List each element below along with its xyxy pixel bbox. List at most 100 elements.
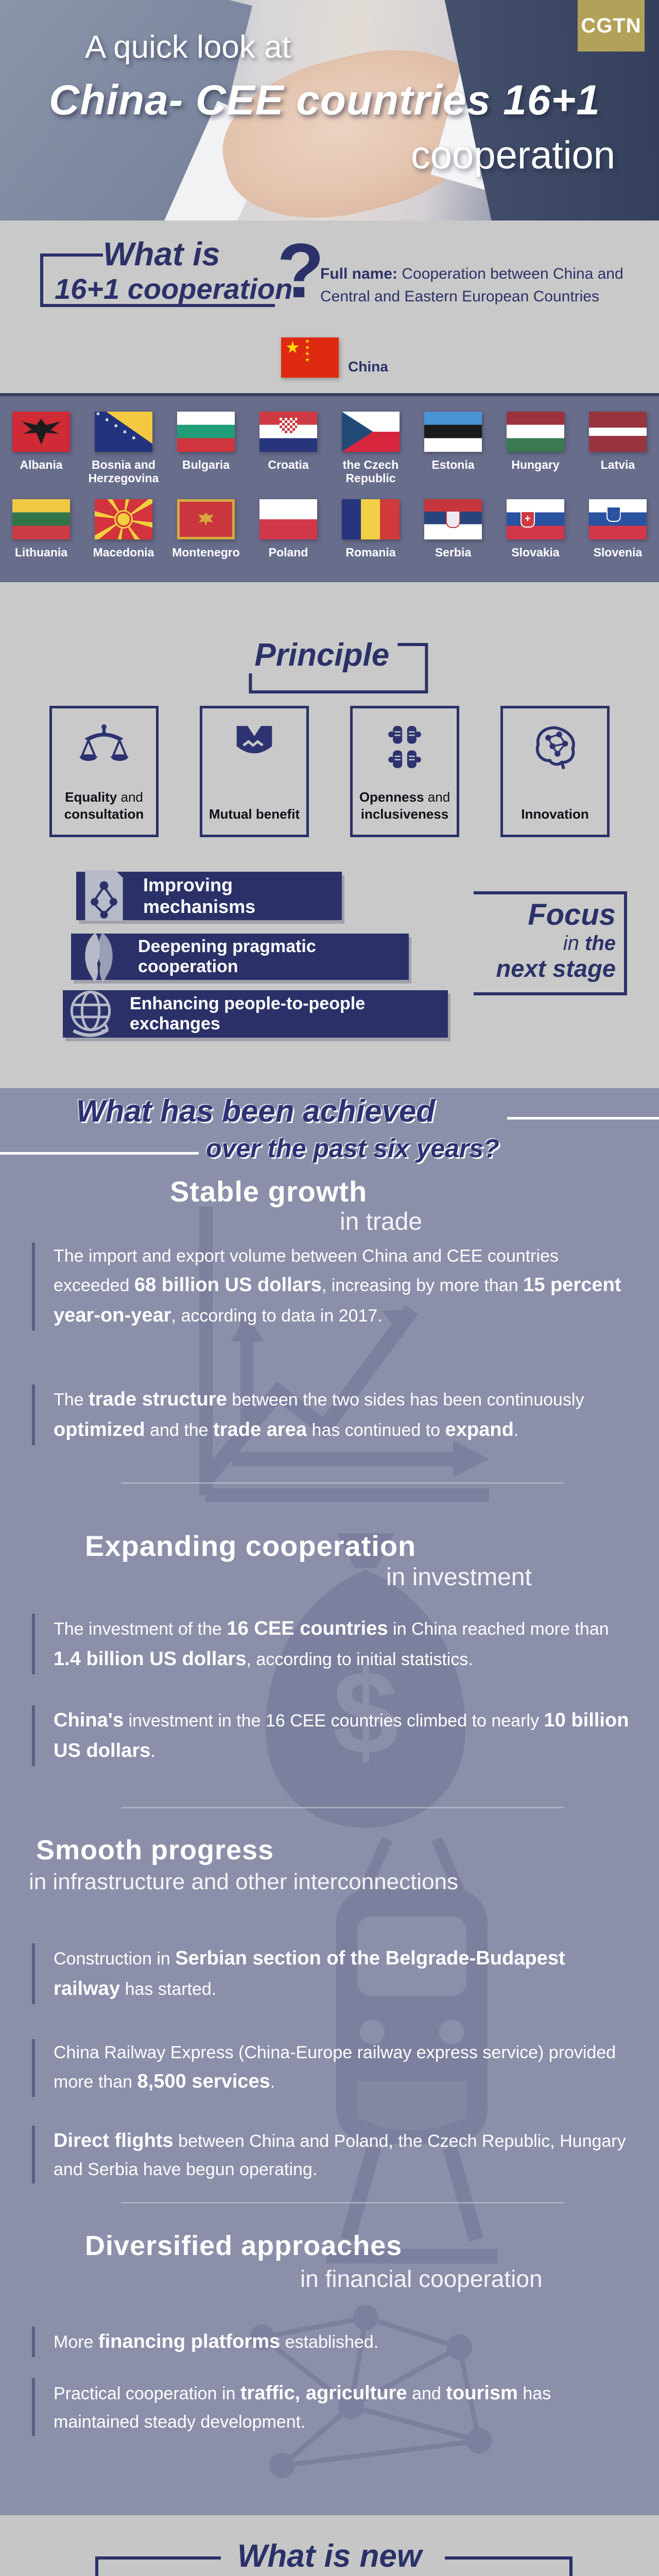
financial-paragraph-1: More financing platforms established.	[32, 2327, 635, 2358]
focus-banner-label: Improving mechanisms	[143, 874, 256, 917]
scales-icon	[79, 724, 129, 761]
flag-item-slovenia: Slovenia	[577, 499, 659, 574]
china-flag	[281, 337, 339, 378]
investment-heading: Expanding cooperation	[85, 1530, 417, 1562]
flag-label: Macedonia	[93, 546, 154, 559]
flag-item-lithuania: Lithuania	[0, 499, 82, 574]
investment-subheading: in investment	[386, 1564, 532, 1591]
cgtn-logo: CGTN	[578, 0, 645, 52]
header-title-line1: A quick look at	[85, 29, 291, 65]
flag-item-bulgaria: Bulgaria	[165, 412, 247, 487]
flag-item-bosnia: Bosnia and Herzegovina	[82, 412, 165, 487]
flag-label: the Czech Republic	[342, 458, 399, 485]
flag-label: Poland	[268, 546, 308, 559]
flag-item-slovakia: Slovakia	[494, 499, 577, 574]
poland-flag	[259, 499, 317, 539]
hungary-flag	[507, 412, 564, 452]
what-is-section: What is 16+1 cooperation ? Full name: Co…	[0, 221, 659, 393]
flags-row-2: Lithuania Macedonia Montenegro Poland Ro…	[0, 487, 659, 574]
focus-banner-mechanisms: Improving mechanisms	[76, 870, 342, 921]
flag-label: Albania	[20, 458, 63, 471]
principle-section: Principle Equality and consultation Mutu…	[0, 582, 659, 1088]
principle-box-innovation: Innovation	[500, 706, 610, 837]
croatia-flag	[259, 412, 317, 452]
what-is-title-line1: What is	[103, 235, 220, 273]
bosnia-flag	[95, 412, 152, 452]
estonia-flag	[424, 412, 482, 452]
section-divider	[121, 2202, 564, 2204]
bracket-line	[40, 253, 43, 307]
bracket-line	[40, 304, 275, 307]
focus-side-title: Focus in the next stage	[425, 898, 616, 982]
achievements-section: $ What has been achieved over the past s…	[0, 1088, 659, 2515]
financial-paragraph-2: Practical cooperation in traffic, agricu…	[32, 2378, 635, 2436]
achieved-title-line2: over the past six years?	[206, 1134, 499, 1163]
full-name-text: Full name: Cooperation between China and…	[320, 265, 623, 305]
flag-item-hungary: Hungary	[494, 412, 577, 487]
infrastructure-paragraph-2: China Railway Express (China-Europe rail…	[32, 2039, 635, 2097]
principle-box-mutual-benefit: Mutual benefit	[200, 706, 309, 837]
title-bracket-left	[95, 2556, 221, 2576]
flag-item-macedonia: Macedonia	[82, 499, 165, 574]
infrastructure-paragraph-3: Direct flights between China and Poland,…	[32, 2126, 635, 2183]
bracket-line	[40, 253, 103, 257]
flag-item-montenegro: Montenegro	[165, 499, 247, 574]
flag-label: Serbia	[435, 546, 472, 559]
focus-side-frame	[474, 891, 627, 995]
flag-item-romania: Romania	[330, 499, 412, 574]
chart-arrow-watermark	[199, 1207, 489, 1502]
principle-box-openness: Openness and inclusiveness	[350, 706, 459, 837]
money-bag-watermark: $	[265, 1533, 466, 1828]
china-label: China	[348, 359, 388, 375]
flags-row-1: Albania Bosnia and Herzegovina Bulgaria …	[0, 396, 659, 487]
focus-side-line3: next stage	[496, 954, 616, 982]
principle-boxes: Equality and consultation Mutual benefit…	[0, 706, 659, 837]
header-title-line3: cooperation	[410, 133, 615, 177]
what-is-title-line2: 16+1 cooperation	[55, 273, 293, 305]
infrastructure-subheading: in infrastructure and other interconnect…	[29, 1869, 459, 1894]
summit-section: What is new in the Seventh Summit of Hea…	[0, 2515, 659, 2576]
train-watermark	[326, 1837, 498, 2264]
focus-side-line2: in the	[563, 931, 616, 955]
flag-label: Slovenia	[593, 546, 643, 559]
financial-subheading: in financial cooperation	[300, 2265, 543, 2292]
flag-item-czech: the Czech Republic	[330, 412, 412, 487]
flag-label: Montenegro	[172, 546, 240, 559]
infrastructure-paragraph-1: Construction in Serbian section of the B…	[32, 1943, 635, 2005]
principle-title: Principle	[246, 637, 398, 673]
cee-flags-section: Albania Bosnia and Herzegovina Bulgaria …	[0, 393, 659, 582]
principle-label: Openness and inclusiveness	[359, 789, 450, 822]
summit-title-line1: What is new	[237, 2538, 422, 2574]
czech-flag	[342, 412, 400, 452]
flag-label: Romania	[345, 546, 396, 559]
open-hands-icon	[388, 726, 421, 768]
clasped-hands-icon	[85, 933, 113, 983]
slovenia-flag	[589, 499, 647, 539]
focus-banner-cooperation: Deepening pragmatic cooperation	[71, 933, 409, 983]
header-section: A quick look at China- CEE countries 16+…	[0, 0, 659, 221]
flag-label: Lithuania	[14, 546, 68, 559]
infrastructure-heading: Smooth progress	[36, 1835, 274, 1866]
brain-icon	[535, 726, 575, 770]
decorative-line	[0, 1152, 199, 1155]
trade-subheading: in trade	[340, 1208, 423, 1235]
flag-item-serbia: Serbia	[412, 499, 494, 574]
section-divider	[121, 1482, 564, 1484]
slovakia-flag	[507, 499, 564, 539]
flag-label: Estonia	[431, 458, 475, 471]
trade-heading: Stable growth	[170, 1175, 368, 1208]
flag-item-estonia: Estonia	[412, 412, 494, 487]
flag-label: Croatia	[268, 458, 309, 471]
flag-label: Latvia	[600, 458, 635, 471]
serbia-flag	[424, 499, 482, 539]
macedonia-flag	[95, 499, 152, 539]
section-divider	[121, 1807, 564, 1808]
flag-label: Hungary	[511, 458, 560, 471]
albania-flag	[12, 412, 70, 452]
focus-banner-label: Enhancing people-to-people exchanges	[130, 994, 366, 1033]
globe-icon	[70, 990, 111, 1037]
focus-banner-label: Deepening pragmatic cooperation	[138, 937, 316, 976]
achieved-title-line1: What has been achieved	[76, 1094, 435, 1128]
principle-label: Innovation	[521, 806, 589, 822]
